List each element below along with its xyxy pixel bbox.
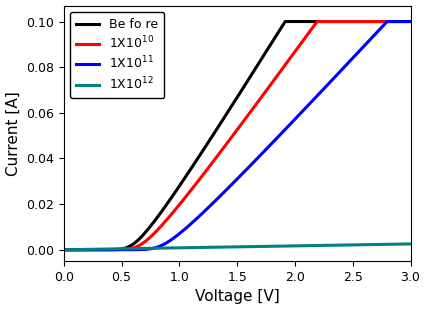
Line: 1X10$^{10}$: 1X10$^{10}$ [64, 21, 411, 250]
1X10$^{10}$ [408, 20, 413, 23]
Be fo re [408, 20, 413, 23]
Line: Be fo re: Be fo re [64, 21, 411, 250]
Legend: Be fo re, 1X10$^{10}$, 1X10$^{11}$, 1X10$^{12}$: Be fo re, 1X10$^{10}$, 1X10$^{11}$, 1X10… [70, 12, 164, 98]
Be fo re [364, 20, 369, 23]
Line: 1X10$^{11}$: 1X10$^{11}$ [64, 21, 411, 250]
Be fo re [401, 20, 406, 23]
1X10$^{11}$ [408, 20, 413, 23]
Be fo re [61, 248, 66, 252]
1X10$^{10}$ [314, 20, 320, 23]
Be fo re [121, 247, 127, 250]
1X10$^{12}$ [121, 247, 127, 250]
1X10$^{10}$ [194, 181, 199, 185]
Be fo re [282, 20, 288, 23]
1X10$^{10}$ [121, 248, 127, 251]
1X10$^{10}$ [209, 162, 214, 165]
Be fo re [194, 158, 199, 162]
1X10$^{12}$ [61, 248, 66, 252]
X-axis label: Voltage [V]: Voltage [V] [195, 290, 279, 304]
1X10$^{11}$ [101, 248, 106, 252]
1X10$^{12}$ [194, 246, 199, 249]
1X10$^{10}$ [401, 20, 406, 23]
1X10$^{11}$ [364, 42, 369, 46]
1X10$^{12}$ [209, 246, 214, 249]
1X10$^{10}$ [364, 20, 369, 23]
1X10$^{12}$ [101, 247, 106, 251]
1X10$^{11}$ [209, 202, 214, 206]
Be fo re [101, 248, 106, 252]
1X10$^{11}$ [121, 248, 127, 252]
1X10$^{11}$ [385, 20, 390, 23]
1X10$^{12}$ [408, 242, 413, 246]
1X10$^{11}$ [194, 217, 199, 220]
Be fo re [209, 135, 214, 139]
1X10$^{11}$ [61, 248, 66, 252]
1X10$^{10}$ [61, 248, 66, 252]
Line: 1X10$^{12}$: 1X10$^{12}$ [64, 244, 411, 250]
1X10$^{10}$ [101, 248, 106, 252]
1X10$^{12}$ [401, 242, 406, 246]
1X10$^{11}$ [401, 20, 406, 23]
Y-axis label: Current [A]: Current [A] [6, 91, 20, 176]
1X10$^{12}$ [364, 243, 369, 246]
